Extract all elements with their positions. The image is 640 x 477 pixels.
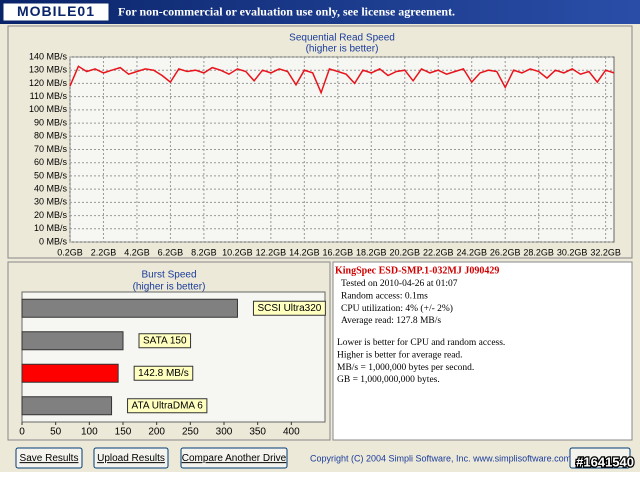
button[interactable] bbox=[93, 447, 169, 469]
x-tick-label: 32.2GB bbox=[590, 247, 621, 257]
bar bbox=[21, 396, 113, 416]
x-tick-label: 26.2GB bbox=[490, 247, 521, 257]
bar-label: SCSI Ultra320 bbox=[257, 303, 321, 314]
x-tick-label: 12.2GB bbox=[256, 247, 287, 257]
x-tick-label: 20.2GB bbox=[390, 247, 421, 257]
result-line: Average read: 127.8 MB/s bbox=[341, 316, 441, 326]
x-tick-label: 24.2GB bbox=[456, 247, 487, 257]
button[interactable] bbox=[15, 447, 83, 469]
x-tick-label: 350 bbox=[249, 427, 266, 438]
y-tick-label: 20 MB/s bbox=[34, 210, 68, 220]
bar-label-box bbox=[138, 333, 192, 349]
logo-box bbox=[2, 2, 110, 22]
x-tick-label: 100 bbox=[81, 427, 98, 438]
x-tick-label: 28.2GB bbox=[523, 247, 554, 257]
y-tick-label: 80 MB/s bbox=[34, 131, 68, 141]
license-notice: For non-commercial or evaluation use onl… bbox=[118, 4, 455, 18]
x-tick-label: 16.2GB bbox=[323, 247, 354, 257]
y-tick-label: 50 MB/s bbox=[34, 170, 68, 180]
button-label[interactable]: Save Results bbox=[20, 453, 79, 464]
button-label[interactable]: Compare Another Drive bbox=[182, 453, 287, 464]
note-line: Lower is better for CPU and random acces… bbox=[337, 337, 505, 348]
x-tick-label: 250 bbox=[182, 427, 199, 438]
bar-label: SATA 150 bbox=[143, 335, 187, 346]
bar-label: ATA UltraDMA 6 bbox=[132, 400, 204, 411]
y-tick-label: 30 MB/s bbox=[34, 197, 68, 207]
bar-label-box bbox=[127, 398, 208, 414]
x-tick-label: 200 bbox=[148, 427, 165, 438]
bar-label-box bbox=[252, 300, 326, 316]
result-line: Random access: 0.1ms bbox=[341, 291, 428, 301]
watermark: #1641540 bbox=[576, 454, 634, 469]
x-tick-label: 50 bbox=[50, 427, 62, 438]
button[interactable] bbox=[569, 447, 631, 469]
copyright: Copyright (C) 2004 Simpli Software, Inc.… bbox=[310, 453, 571, 463]
y-tick-label: 140 MB/s bbox=[29, 51, 68, 61]
info-panel bbox=[332, 261, 633, 441]
y-tick-label: 40 MB/s bbox=[34, 184, 68, 194]
x-tick-label: 8.2GB bbox=[191, 247, 217, 257]
logo: MOBILE01 bbox=[17, 3, 95, 19]
chart-title: Sequential Read Speed bbox=[289, 33, 395, 44]
x-tick-label: 10.2GB bbox=[222, 247, 253, 257]
x-tick-label: 18.2GB bbox=[356, 247, 387, 257]
bar bbox=[21, 298, 238, 318]
y-tick-label: 100 MB/s bbox=[29, 104, 68, 114]
x-tick-label: 150 bbox=[115, 427, 132, 438]
drive-name: KingSpec ESD-SMP.1-032MJ J090429 bbox=[335, 265, 499, 276]
note-line: MB/s = 1,000,000 bytes per second. bbox=[337, 363, 474, 373]
note-line: GB = 1,000,000,000 bytes. bbox=[337, 375, 440, 385]
chart-subtitle: (higher is better) bbox=[306, 44, 379, 55]
button[interactable] bbox=[180, 447, 288, 469]
x-tick-label: 14.2GB bbox=[289, 247, 320, 257]
x-tick-label: 6.2GB bbox=[158, 247, 184, 257]
note-line: Higher is better for average read. bbox=[337, 349, 463, 360]
x-tick-label: 30.2GB bbox=[557, 247, 588, 257]
y-tick-label: 90 MB/s bbox=[34, 117, 68, 127]
y-tick-label: 0 MB/s bbox=[39, 236, 68, 246]
read-speed-line bbox=[69, 65, 615, 95]
x-tick-label: 300 bbox=[216, 427, 233, 438]
result-line: Tested on 2010-04-26 at 01:07 bbox=[341, 279, 458, 289]
chart-subtitle: (higher is better) bbox=[133, 282, 206, 293]
button-label[interactable]: Upload Results bbox=[97, 453, 165, 464]
bar-label-box bbox=[133, 365, 194, 381]
y-tick-label: 70 MB/s bbox=[34, 144, 68, 154]
bar-label: 142.8 MB/s bbox=[138, 368, 189, 379]
x-tick-label: 0 bbox=[19, 427, 25, 438]
y-tick-label: 130 MB/s bbox=[29, 65, 68, 75]
x-tick-label: 0.2GB bbox=[57, 247, 83, 257]
result-line: CPU utilization: 4% (+/- 2%) bbox=[341, 303, 453, 314]
y-tick-label: 120 MB/s bbox=[29, 78, 68, 88]
y-tick-label: 60 MB/s bbox=[34, 157, 68, 167]
y-tick-label: 10 MB/s bbox=[34, 223, 68, 233]
chart-title: Burst Speed bbox=[141, 270, 196, 281]
bar bbox=[21, 363, 119, 383]
x-tick-label: 2.2GB bbox=[91, 247, 117, 257]
x-tick-label: 4.2GB bbox=[124, 247, 150, 257]
y-tick-label: 110 MB/s bbox=[30, 91, 68, 101]
x-tick-label: 400 bbox=[283, 427, 300, 438]
x-tick-label: 22.2GB bbox=[423, 247, 454, 257]
bar bbox=[21, 331, 124, 351]
